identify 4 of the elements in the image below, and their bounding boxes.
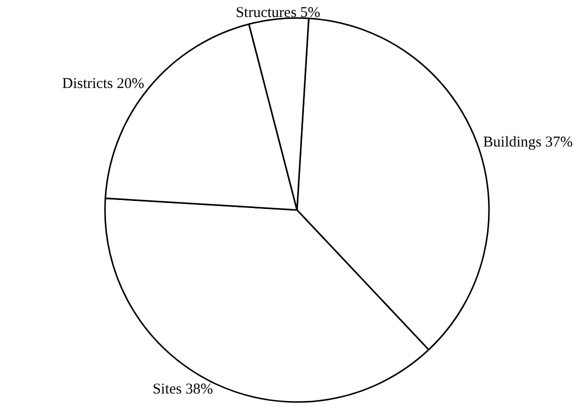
slice-label: Districts 20% xyxy=(62,76,144,92)
slice-label: Structures 5% xyxy=(236,4,320,21)
slice-label: Buildings 37% xyxy=(483,134,573,151)
slice-label: Sites 38% xyxy=(152,381,214,398)
